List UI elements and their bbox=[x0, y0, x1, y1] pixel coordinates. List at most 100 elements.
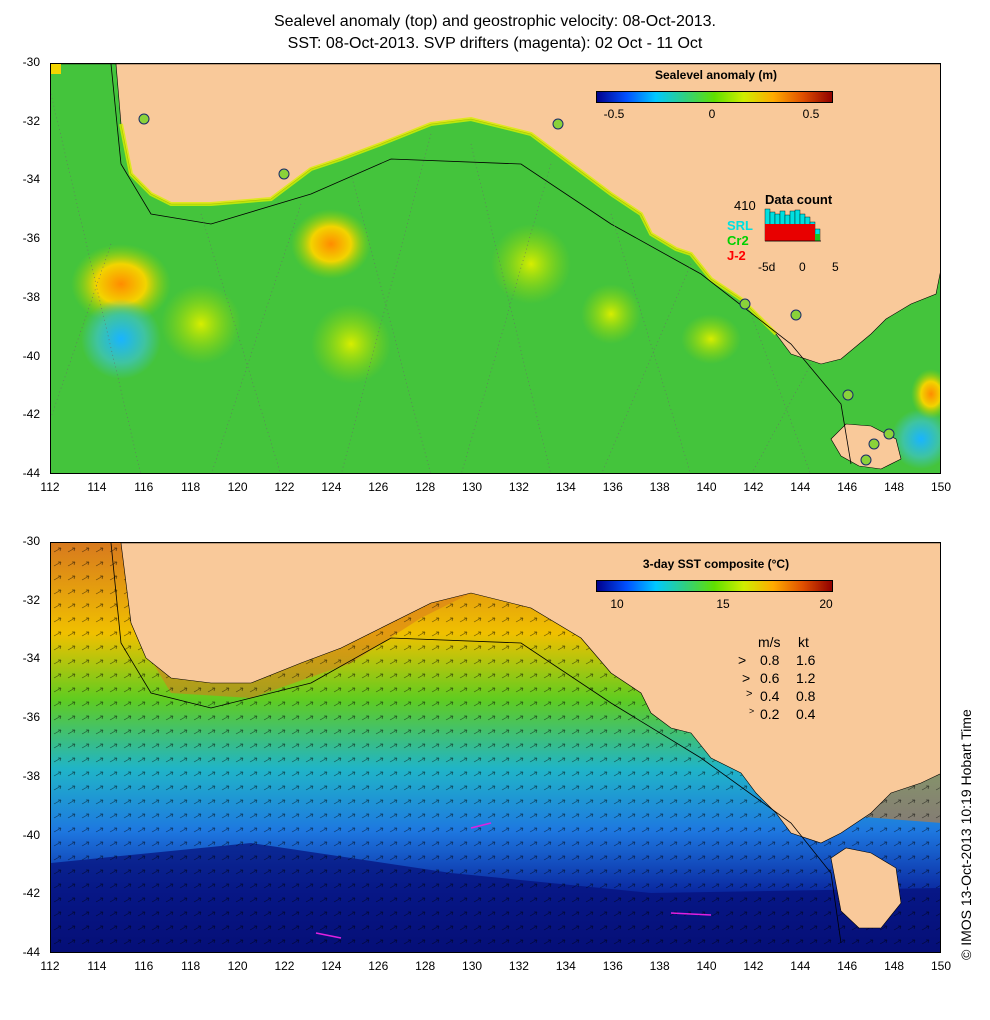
x-tick-label: 126 bbox=[368, 959, 389, 973]
sst-colorbar-label: 15 bbox=[716, 597, 730, 611]
speed-legend-kt: 1.6 bbox=[796, 652, 816, 668]
sla-eddy-high bbox=[581, 284, 641, 344]
histogram-axis-label: 5 bbox=[832, 260, 839, 274]
sealevel-map-canvas bbox=[51, 64, 940, 473]
x-tick-label: 126 bbox=[368, 480, 389, 494]
x-tick-label: 136 bbox=[602, 480, 623, 494]
tide-gauge-markers bbox=[138, 113, 895, 466]
x-tick-label: 118 bbox=[181, 480, 201, 494]
y-tick-label: -38 bbox=[22, 289, 40, 304]
speed-legend-ms: 0.8 bbox=[760, 652, 780, 668]
x-tick-label: 134 bbox=[555, 480, 576, 494]
x-tick-label: 140 bbox=[696, 480, 717, 494]
sst-map bbox=[50, 542, 941, 953]
y-tick-label: -30 bbox=[22, 55, 40, 69]
x-tick-label: 150 bbox=[930, 480, 952, 494]
x-tick-label: 118 bbox=[181, 959, 201, 973]
histogram-axis-label: -5d bbox=[758, 260, 776, 274]
speed-legend-header-kt: kt bbox=[798, 634, 809, 650]
legend-j2: J-2 bbox=[727, 248, 746, 263]
x-tick-label: 112 bbox=[40, 959, 60, 973]
legend-srl: SRL bbox=[727, 218, 753, 233]
x-tick-label: 140 bbox=[696, 959, 717, 973]
speed-legend-kt: 1.2 bbox=[796, 670, 816, 686]
sla-eddy-high bbox=[311, 304, 391, 384]
data-count-title: Data count bbox=[765, 192, 833, 207]
sla-eddy-cold bbox=[81, 299, 161, 379]
y-tick-label: -34 bbox=[22, 172, 40, 187]
shelf-isobath bbox=[110, 64, 852, 465]
x-tick-label: 146 bbox=[837, 959, 858, 973]
y-tick-label: -44 bbox=[22, 945, 40, 959]
australia-landmass bbox=[120, 543, 940, 844]
x-tick-label: 142 bbox=[743, 959, 764, 973]
sla-colorbar-label: 0.5 bbox=[802, 107, 820, 121]
speed-legend-arrow: > bbox=[746, 688, 753, 700]
x-tick-label: 138 bbox=[649, 959, 670, 973]
shelf-isobath bbox=[110, 543, 842, 944]
sla-eddy-high bbox=[681, 314, 741, 364]
x-tick-label: 148 bbox=[884, 480, 905, 494]
speed-legend-arrow: > bbox=[738, 652, 747, 668]
x-tick-label: 150 bbox=[930, 959, 952, 973]
y-tick-label: -40 bbox=[22, 827, 40, 842]
x-tick-label: 130 bbox=[462, 959, 483, 973]
x-tick-label: 114 bbox=[87, 959, 107, 973]
sla-eddy-high bbox=[161, 284, 241, 364]
x-tick-label: 114 bbox=[87, 480, 107, 494]
data-count-histogram bbox=[764, 208, 821, 242]
x-tick-label: 120 bbox=[227, 959, 248, 973]
x-tick-label: 136 bbox=[602, 959, 623, 973]
speed-legend-header-ms: m/s bbox=[758, 634, 781, 650]
copyright-note: © IMOS 13-Oct-2013 10:19 Hobart Time bbox=[958, 709, 974, 960]
x-tick-label: 124 bbox=[321, 480, 342, 494]
x-tick-label: 122 bbox=[274, 959, 295, 973]
y-tick-label: -44 bbox=[22, 466, 40, 480]
legend-cr2: Cr2 bbox=[727, 233, 749, 248]
sla-colorbar-label: -0.5 bbox=[603, 107, 625, 121]
speed-legend-kt: 0.4 bbox=[796, 706, 816, 722]
y-tick-label: -34 bbox=[22, 651, 40, 666]
x-tick-label: 132 bbox=[508, 480, 529, 494]
y-tick-label: -32 bbox=[22, 592, 40, 607]
speed-legend-ms: 0.2 bbox=[760, 706, 780, 722]
y-tick-label: -30 bbox=[22, 534, 40, 548]
x-tick-label: 132 bbox=[508, 959, 529, 973]
speed-legend-arrow: > bbox=[749, 706, 755, 716]
x-tick-label: 144 bbox=[790, 480, 811, 494]
speed-legend-kt: 0.8 bbox=[796, 688, 816, 704]
x-tick-label: 146 bbox=[837, 480, 858, 494]
x-tick-label: 148 bbox=[884, 959, 905, 973]
svp-drifter-tracks bbox=[315, 822, 712, 939]
coastal-anomaly bbox=[51, 64, 61, 74]
sst-colorbar bbox=[596, 580, 833, 592]
y-tick-label: -32 bbox=[22, 113, 40, 128]
sst-map-canvas bbox=[51, 543, 940, 952]
data-count-value: 410 bbox=[734, 198, 756, 213]
y-tick-label: -36 bbox=[22, 710, 40, 725]
tasmania bbox=[830, 423, 902, 470]
y-tick-label: -42 bbox=[22, 886, 40, 901]
sla-eddy-warm bbox=[71, 244, 171, 324]
x-tick-label: 120 bbox=[227, 480, 248, 494]
x-tick-label: 124 bbox=[321, 959, 342, 973]
sla-eddy-warm bbox=[291, 209, 371, 279]
altimeter-tracks bbox=[51, 93, 812, 473]
x-tick-label: 122 bbox=[274, 480, 295, 494]
sla-colorbar-label: 0 bbox=[708, 107, 716, 121]
y-tick-label: -42 bbox=[22, 407, 40, 422]
sla-eddy-high bbox=[491, 224, 571, 304]
x-tick-label: 144 bbox=[790, 959, 811, 973]
sealevel-anomaly-map bbox=[50, 63, 941, 474]
figure-title-line2: SST: 08-Oct-2013. SVP drifters (magenta)… bbox=[287, 35, 703, 52]
x-tick-label: 112 bbox=[40, 480, 60, 494]
sst-colorbar-label: 20 bbox=[819, 597, 833, 611]
histogram-axis-label: 0 bbox=[799, 260, 806, 274]
x-tick-label: 130 bbox=[462, 480, 483, 494]
x-tick-label: 138 bbox=[649, 480, 670, 494]
x-tick-label: 128 bbox=[415, 480, 436, 494]
x-tick-label: 128 bbox=[415, 959, 436, 973]
figure-title-line1: Sealevel anomaly (top) and geostrophic v… bbox=[273, 13, 716, 30]
tasmania bbox=[830, 847, 902, 929]
histogram-j2-bars bbox=[765, 224, 815, 241]
